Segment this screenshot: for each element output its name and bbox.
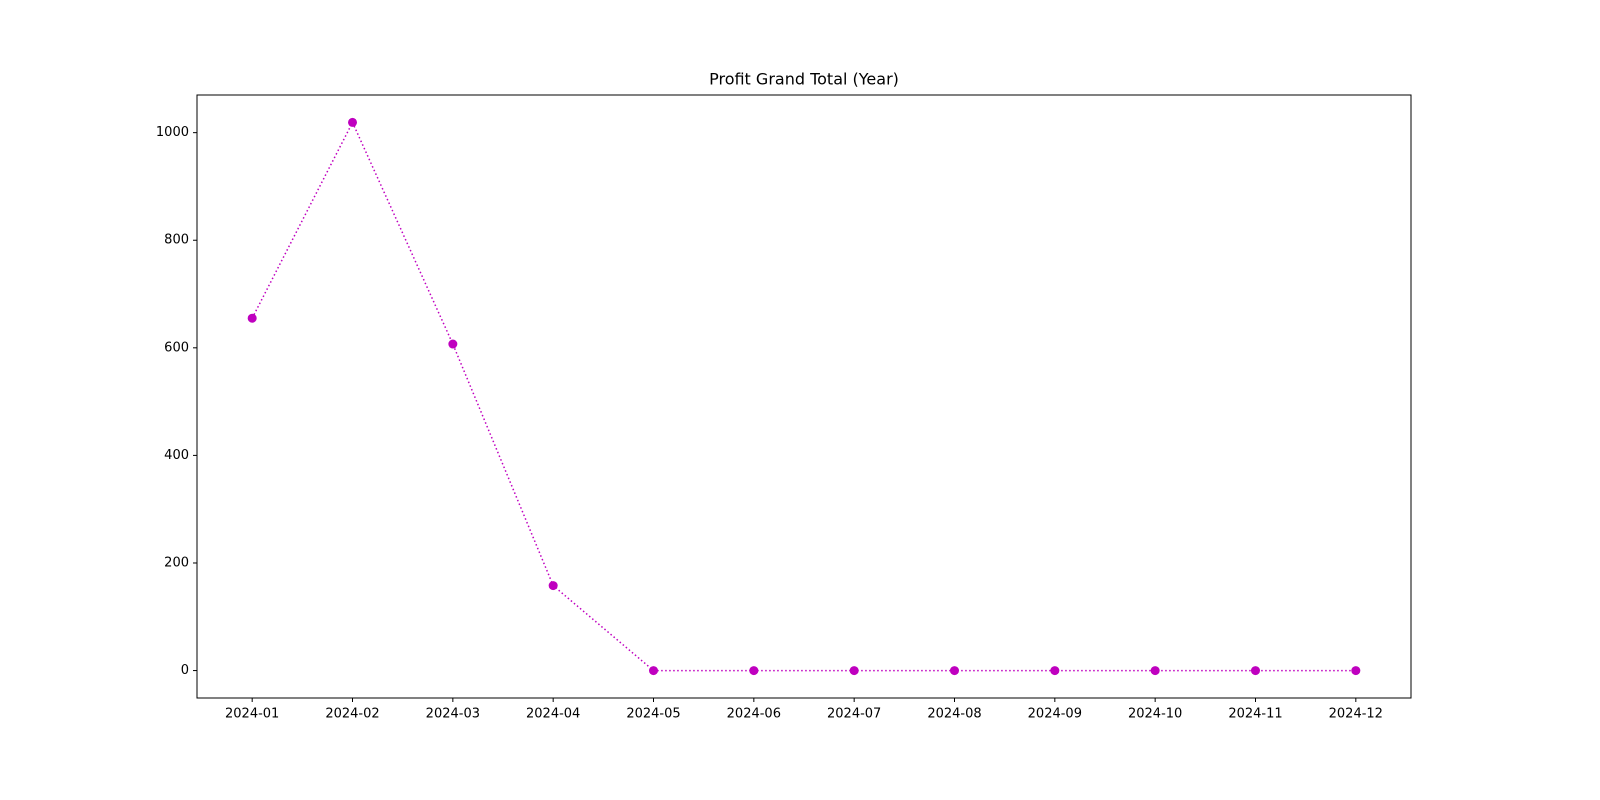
data-point	[749, 666, 759, 676]
data-point	[1250, 666, 1260, 676]
y-tick-label: 1000	[156, 125, 189, 140]
x-tick-label: 2024-02	[325, 707, 379, 722]
x-tick-label: 2024-04	[526, 707, 580, 722]
data-point	[649, 666, 659, 676]
data-point	[1351, 666, 1361, 676]
y-tick-label: 0	[181, 663, 189, 678]
data-point	[247, 313, 257, 323]
data-point	[548, 581, 558, 591]
y-tick-label: 200	[164, 555, 189, 570]
x-tick-label: 2024-06	[727, 707, 781, 722]
x-tick-label: 2024-07	[827, 707, 881, 722]
data-point	[1150, 666, 1160, 676]
x-tick-label: 2024-03	[426, 707, 480, 722]
data-point	[1050, 666, 1060, 676]
data-point	[348, 117, 358, 127]
x-tick-label: 2024-12	[1329, 707, 1383, 722]
data-point	[448, 339, 458, 349]
x-tick-label: 2024-08	[927, 707, 981, 722]
y-tick-label: 400	[164, 448, 189, 463]
chart-title: Profit Grand Total (Year)	[709, 70, 899, 89]
y-tick-label: 600	[164, 340, 189, 355]
plot-frame	[196, 94, 1412, 699]
data-point	[949, 666, 959, 676]
x-tick-label: 2024-01	[225, 707, 279, 722]
x-tick-label: 2024-11	[1228, 707, 1282, 722]
x-tick-label: 2024-10	[1128, 707, 1182, 722]
x-tick-label: 2024-09	[1028, 707, 1082, 722]
y-tick-label: 800	[164, 233, 189, 248]
data-point	[849, 666, 859, 676]
x-tick-label: 2024-05	[626, 707, 680, 722]
